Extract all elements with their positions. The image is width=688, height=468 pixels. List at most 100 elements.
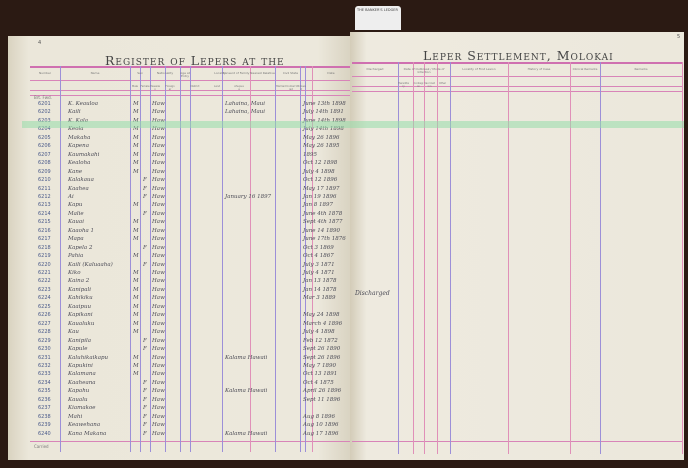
- row-nationality: Haw: [152, 143, 165, 150]
- row-number: 6236: [38, 396, 51, 403]
- right-column-rule: [570, 62, 571, 454]
- right-column-header: Discharged: [366, 67, 384, 71]
- row-date: July 4 1871: [303, 270, 335, 276]
- row-sex: M: [133, 295, 139, 302]
- register-row: 6203 K. Kala M Haw June 14th 1898: [0, 118, 688, 126]
- row-sex: F: [143, 244, 147, 251]
- row-date: Jan 19 1896: [303, 193, 337, 200]
- row-name: Mapa: [68, 236, 84, 243]
- row-sex: M: [133, 329, 139, 336]
- row-sex: F: [143, 261, 147, 268]
- left-column-header: Age at Entry: [180, 71, 190, 79]
- right-column-header: Remarks: [634, 67, 648, 71]
- carried-forward-label: Carried: [34, 444, 49, 449]
- register-row: 6229 Kanipila F Haw Feb 12 1872: [0, 338, 688, 346]
- row-name: Pahia: [68, 253, 84, 260]
- row-number: 6234: [38, 379, 51, 386]
- row-sex: M: [133, 312, 139, 319]
- left-column-rule: [165, 66, 166, 452]
- left-sub-header: Ahupuaa: [234, 85, 244, 92]
- row-name: Kapahu: [68, 388, 90, 395]
- row-number: 6235: [38, 388, 51, 395]
- register-row: 6221 Kiko M Haw July 4 1871: [0, 270, 688, 278]
- right-column-rule: [682, 62, 683, 454]
- left-column-header: Number: [38, 71, 52, 75]
- row-number: 6223: [38, 286, 51, 293]
- row-date: April 26 1896: [303, 388, 342, 395]
- register-row: 6240 Kana Makana F Haw Kalama Hawaii Aug 17 1…: [0, 431, 688, 439]
- row-date: July 14th 1891: [303, 109, 344, 116]
- row-name: Kapu: [68, 202, 83, 209]
- row-date: July 4 1898: [303, 168, 335, 175]
- row-name: Kiko: [68, 270, 81, 276]
- row-number: 6238: [38, 413, 51, 420]
- register-row: 6215 Kauai M Haw Sept 4th 1877: [0, 219, 688, 227]
- row-date: Jan 13 1878: [303, 278, 337, 285]
- left-column-rule: [222, 66, 223, 452]
- row-nationality: Haw: [152, 219, 165, 226]
- row-sex: M: [133, 227, 139, 234]
- register-row: 6205 Makaha M Haw May 26 1896: [0, 135, 688, 143]
- row-name: Makaha: [68, 134, 91, 141]
- row-date: Feb 12 1872: [303, 337, 338, 344]
- row-date: June 4th 1878: [303, 210, 343, 217]
- row-sex: M: [133, 109, 139, 116]
- row-number: 6207: [38, 151, 51, 158]
- row-nationality: Haw: [152, 168, 165, 175]
- row-name: Kalamana: [68, 371, 96, 378]
- row-name: Kaili: [68, 109, 81, 116]
- row-number: 6222: [38, 278, 51, 285]
- right-rule: [352, 76, 682, 77]
- row-locality: January 16 1897: [225, 193, 272, 200]
- row-date: Aug 8 1896: [303, 413, 336, 420]
- row-sex: F: [143, 337, 147, 344]
- right-column-header: Locality of First Lesion: [462, 67, 496, 71]
- register-row: 6214 Malie F Haw June 4th 1878: [0, 211, 688, 219]
- row-date: March 4 1896: [303, 320, 343, 327]
- register-row: 6206 Kapena M Haw May 26 1895: [0, 143, 688, 151]
- row-date: May 26 1896: [303, 134, 340, 141]
- row-sex: F: [143, 396, 147, 403]
- right-sub-header: Vaccination: [424, 82, 435, 89]
- row-number: 6210: [38, 177, 51, 184]
- right-rule: [352, 86, 682, 87]
- register-row: 6227 Kaualuku M Haw March 4 1896: [0, 321, 688, 329]
- row-date: July 3 1871: [303, 261, 335, 268]
- register-row: 6234 Kaaheana F Haw Oct 4 1875: [0, 380, 688, 388]
- row-name: Kaualuku: [68, 320, 95, 327]
- row-sex: M: [133, 354, 139, 361]
- row-sex: F: [143, 193, 147, 200]
- row-date: Oct 13 1891: [303, 371, 338, 378]
- register-row: 6224 Kahikiku M Haw Mar 3 1889: [0, 295, 688, 303]
- row-nationality: Haw: [152, 329, 165, 336]
- register-row: 6230 Kapule F Haw Sept 26 1890: [0, 346, 688, 354]
- row-number: 6224: [38, 295, 51, 302]
- register-row: 6219 Pahia M Haw Oct 4 1867: [0, 253, 688, 261]
- register-row: 6225 Kaaipuu M Haw: [0, 304, 688, 312]
- right-rule: [352, 62, 682, 64]
- row-sex: M: [133, 134, 139, 141]
- row-sex: M: [133, 118, 139, 124]
- row-sex: M: [133, 362, 139, 369]
- left-column-rule: [190, 66, 191, 452]
- register-row: 6211 Kaahea F Haw May 17 1897: [0, 186, 688, 194]
- row-number: 6237: [38, 405, 51, 412]
- row-name: Kana Makana: [68, 430, 107, 437]
- row-number: 6221: [38, 270, 51, 276]
- row-sex: M: [133, 303, 139, 310]
- register-row: 6231 Kaluhikaikapu M Haw Kalama Hawaii Sept 2…: [0, 355, 688, 363]
- row-name: Malie: [68, 210, 84, 217]
- row-nationality: Haw: [152, 160, 165, 167]
- row-nationality: Haw: [152, 346, 165, 353]
- row-locality: Kalama Hawaii: [225, 430, 268, 437]
- register-row: 6209 Kane M Haw July 4 1898: [0, 169, 688, 177]
- row-sex: F: [143, 177, 147, 184]
- right-page: [350, 32, 684, 460]
- row-number: 6219: [38, 253, 51, 260]
- left-column-header: Name: [90, 71, 100, 75]
- left-column-header: Locality: [214, 71, 226, 75]
- left-sub-header: Hawaiian: [150, 85, 160, 92]
- row-number: 6208: [38, 160, 51, 167]
- right-column-rule: [424, 62, 425, 454]
- row-name: Kaaheana: [68, 379, 96, 386]
